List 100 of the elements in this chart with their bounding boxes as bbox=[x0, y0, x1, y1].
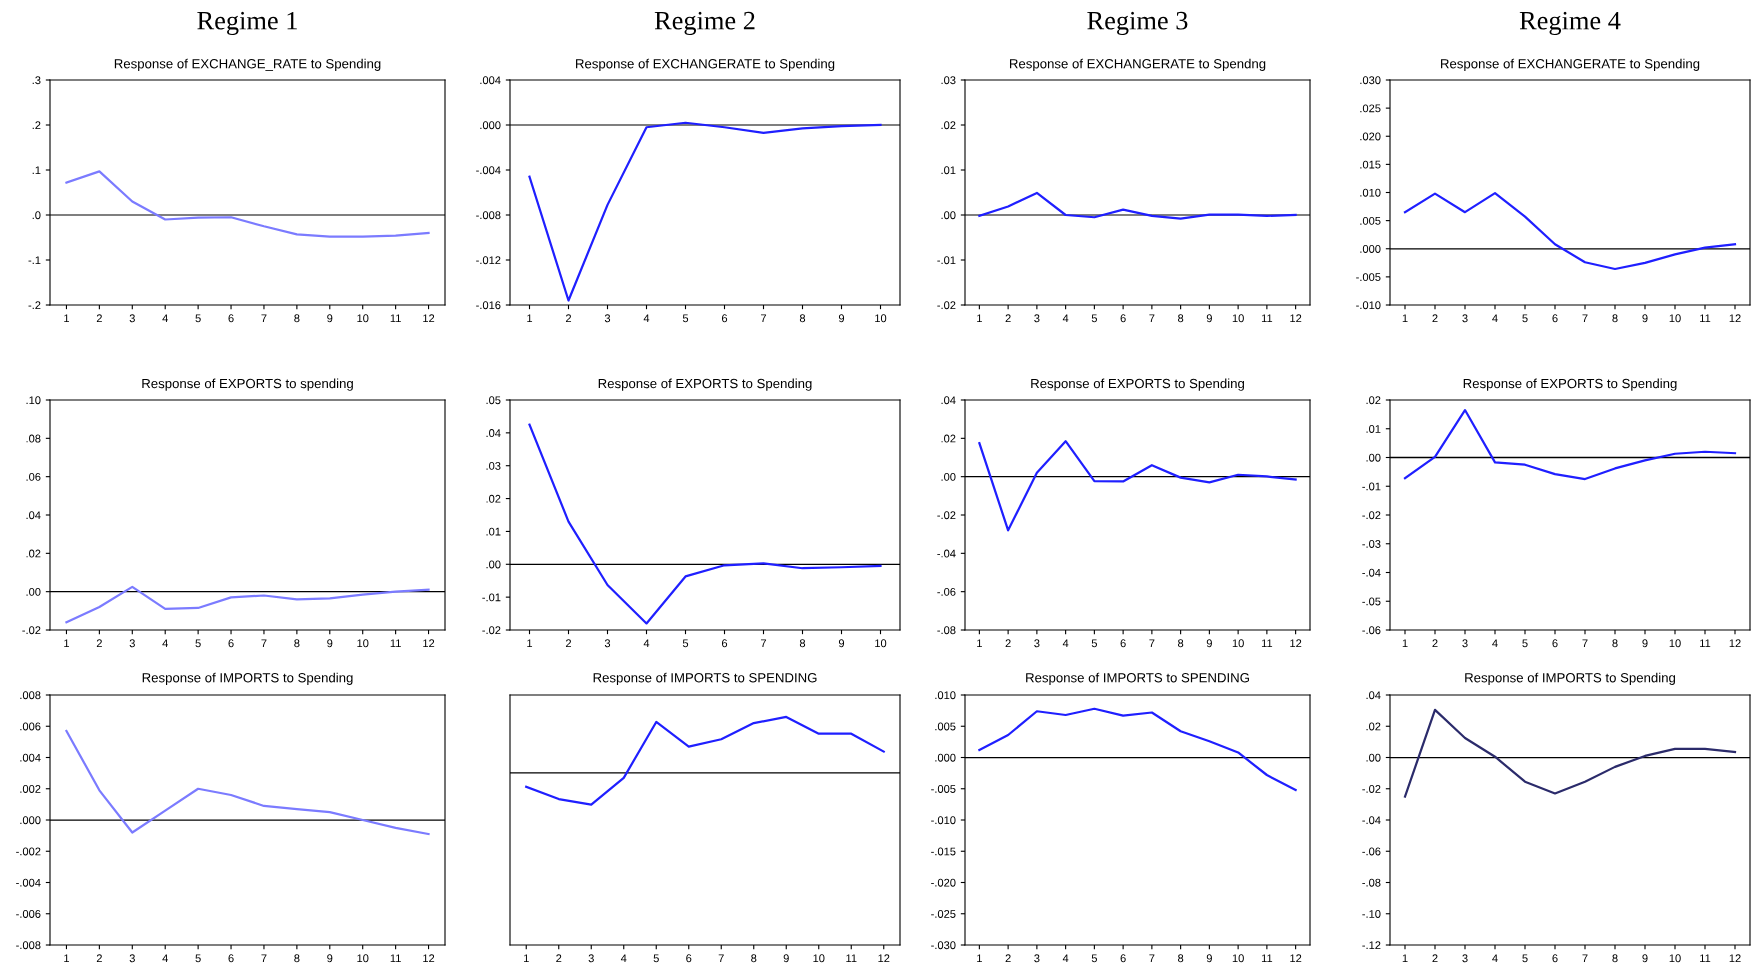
x-tick-label: 3 bbox=[1462, 954, 1468, 963]
y-tick-label: -.04 bbox=[1362, 568, 1381, 577]
x-tick-label: 12 bbox=[423, 954, 435, 963]
y-tick-label: .00 bbox=[1366, 753, 1381, 762]
x-tick-label: 8 bbox=[1612, 639, 1618, 648]
x-tick-label: 10 bbox=[813, 954, 825, 963]
y-tick-label: -.06 bbox=[1362, 847, 1381, 856]
y-tick-label: -.030 bbox=[931, 941, 956, 950]
x-tick-label: 6 bbox=[721, 639, 728, 648]
x-tick-label: 9 bbox=[783, 954, 789, 963]
y-tick-label: .000 bbox=[935, 753, 956, 762]
x-tick-label: 10 bbox=[357, 639, 369, 648]
y-tick-label: .02 bbox=[941, 121, 956, 130]
x-tick-label: 8 bbox=[751, 954, 757, 963]
y-tick-label: .04 bbox=[941, 396, 956, 405]
y-tick-label: -.06 bbox=[937, 587, 956, 596]
x-tick-label: 1 bbox=[1402, 639, 1408, 648]
chart-title: Response of IMPORTS to Spending bbox=[1465, 672, 1676, 685]
x-tick-label: 11 bbox=[846, 954, 857, 963]
y-tick-label: .03 bbox=[941, 76, 956, 85]
x-tick-label: 11 bbox=[1700, 639, 1711, 648]
x-tick-label: 5 bbox=[1522, 954, 1528, 963]
y-tick-label: .04 bbox=[26, 511, 41, 520]
y-tick-label: .025 bbox=[1360, 104, 1381, 113]
x-tick-label: 2 bbox=[556, 954, 562, 963]
y-tick-label: .015 bbox=[1360, 160, 1381, 169]
y-tick-label: .3 bbox=[32, 76, 41, 85]
x-tick-label: 2 bbox=[1432, 639, 1438, 648]
chart-subtitle: Response of EXCHANGERATE to Spendng bbox=[1010, 58, 1266, 71]
x-tick-label: 2 bbox=[565, 314, 572, 323]
y-tick-label: -.012 bbox=[476, 256, 501, 265]
x-tick-label: 6 bbox=[1120, 314, 1126, 323]
x-tick-label: 3 bbox=[1034, 639, 1040, 648]
y-tick-label: -.03 bbox=[1362, 540, 1381, 548]
y-tick-label: .02 bbox=[26, 549, 41, 558]
y-tick-label: .004 bbox=[20, 753, 41, 762]
x-tick-label: 11 bbox=[390, 954, 401, 963]
x-tick-label: 11 bbox=[1700, 954, 1711, 963]
y-tick-label: .06 bbox=[26, 472, 41, 481]
x-tick-label: 5 bbox=[195, 639, 201, 648]
y-tick-label: -.015 bbox=[931, 847, 956, 856]
x-tick-label: 8 bbox=[1612, 954, 1618, 963]
y-tick-label: -.016 bbox=[476, 301, 501, 310]
x-tick-label: 3 bbox=[1462, 639, 1468, 648]
y-tick-label: -.2 bbox=[28, 301, 41, 310]
x-tick-label: 4 bbox=[1492, 954, 1498, 963]
x-tick-label: 5 bbox=[195, 954, 201, 963]
x-tick-label: 7 bbox=[760, 639, 767, 648]
y-tick-label: .00 bbox=[486, 560, 501, 569]
x-tick-label: 10 bbox=[1669, 639, 1681, 648]
y-tick-label: .02 bbox=[486, 494, 501, 503]
x-tick-label: 12 bbox=[423, 314, 435, 323]
y-tick-label: .010 bbox=[935, 691, 956, 700]
x-tick-label: 10 bbox=[875, 314, 887, 323]
x-tick-label: 5 bbox=[682, 314, 689, 323]
y-tick-label: -.02 bbox=[22, 626, 41, 635]
x-tick-label: 3 bbox=[1034, 954, 1040, 963]
x-tick-label: 8 bbox=[1178, 639, 1184, 648]
x-tick-label: 6 bbox=[228, 639, 234, 648]
x-tick-label: 12 bbox=[1290, 954, 1302, 963]
y-tick-label: -.01 bbox=[1362, 482, 1381, 491]
x-tick-label: 7 bbox=[1582, 639, 1588, 648]
y-tick-label: -.02 bbox=[1362, 511, 1381, 520]
x-tick-label: 5 bbox=[1091, 639, 1097, 648]
x-tick-label: 5 bbox=[195, 314, 201, 323]
x-tick-label: 6 bbox=[228, 314, 234, 323]
y-tick-label: .03 bbox=[486, 461, 501, 470]
x-tick-label: 10 bbox=[1232, 954, 1244, 963]
chart-title: Regime 3 bbox=[1087, 11, 1188, 35]
y-tick-label: .020 bbox=[1360, 132, 1381, 141]
x-tick-label: 5 bbox=[1091, 314, 1097, 323]
y-tick-label: .02 bbox=[1366, 396, 1381, 405]
x-tick-label: 9 bbox=[327, 954, 333, 963]
chart-subtitle: Response of EXCHANGE_RATE to Spending bbox=[114, 58, 381, 71]
y-tick-label: -.02 bbox=[1362, 785, 1381, 793]
y-tick-label: -.025 bbox=[931, 910, 956, 918]
x-tick-label: 8 bbox=[1612, 314, 1618, 323]
x-tick-label: 1 bbox=[524, 954, 529, 963]
chart-title: Response of IMPORTS to Spending bbox=[142, 672, 353, 685]
y-tick-label: -.008 bbox=[16, 941, 41, 950]
x-tick-label: 1 bbox=[527, 314, 533, 323]
x-tick-label: 3 bbox=[604, 639, 611, 648]
x-tick-label: 7 bbox=[760, 314, 767, 323]
y-tick-label: .004 bbox=[480, 76, 501, 85]
y-tick-label: -.1 bbox=[28, 256, 41, 265]
y-tick-label: .006 bbox=[20, 722, 41, 731]
x-tick-label: 12 bbox=[1729, 954, 1741, 963]
x-tick-label: 9 bbox=[838, 314, 845, 323]
x-tick-label: 10 bbox=[1669, 954, 1681, 963]
y-tick-label: .030 bbox=[1360, 76, 1381, 85]
chart-title: Regime 1 bbox=[197, 11, 297, 35]
y-tick-label: .00 bbox=[941, 211, 956, 220]
x-tick-label: 5 bbox=[682, 639, 689, 648]
x-tick-label: 1 bbox=[527, 639, 533, 648]
x-tick-label: 8 bbox=[1178, 954, 1184, 963]
y-tick-label: -.02 bbox=[937, 511, 956, 520]
x-tick-label: 8 bbox=[294, 314, 300, 323]
x-tick-label: 8 bbox=[294, 954, 300, 963]
y-tick-label: -.004 bbox=[476, 166, 501, 175]
x-tick-label: 2 bbox=[1005, 954, 1011, 963]
